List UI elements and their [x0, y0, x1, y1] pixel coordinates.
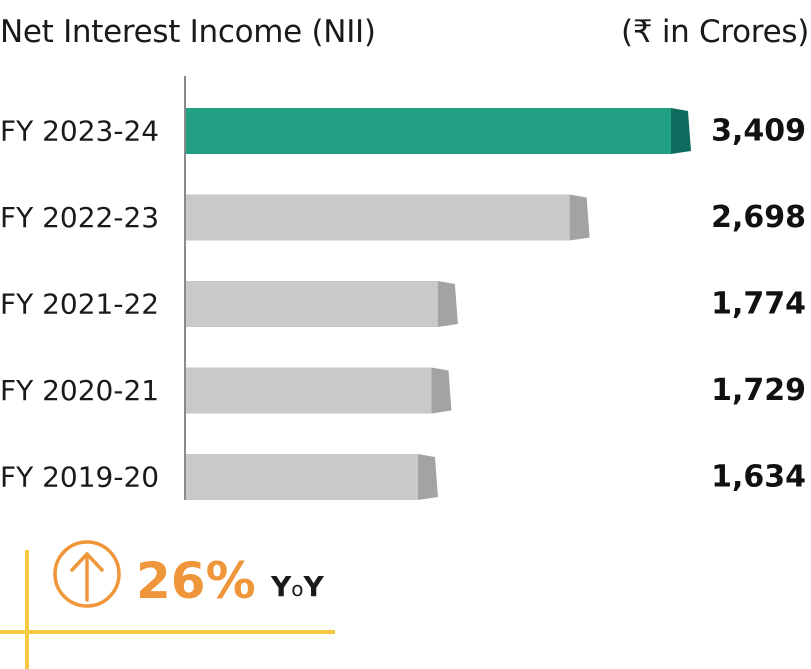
category-label: FY 2022-23 [0, 201, 159, 234]
bar [185, 194, 570, 241]
category-label: FY 2021-22 [0, 288, 159, 321]
yoy-percentage: 26% [136, 552, 256, 610]
value-label: 1,774 [711, 287, 806, 322]
value-label: 1,729 [711, 373, 806, 408]
bar [185, 281, 438, 327]
bar [185, 367, 432, 414]
yoy-label-y2: Y [303, 570, 324, 603]
value-label: 2,698 [711, 200, 806, 235]
bar-end-cap [431, 367, 452, 414]
yoy-label-o: o [291, 577, 304, 601]
bar-end-cap [437, 281, 458, 327]
yoy-label: YoY [271, 570, 324, 603]
category-label: FY 2020-21 [0, 374, 159, 407]
category-label: FY 2023-24 [0, 115, 159, 148]
yoy-callout [0, 540, 335, 669]
nii-bar-chart: FY 2023-24 3,409 FY 2022-23 2,698 FY 2021-22… [0, 76, 806, 500]
yoy-label-y: Y [271, 570, 292, 603]
value-label: 1,634 [711, 460, 806, 495]
bar [185, 108, 671, 154]
up-arrow-icon [53, 540, 121, 608]
chart-unit: (₹ in Crores) [621, 14, 809, 50]
bar-end-cap [671, 108, 691, 154]
bar [185, 454, 418, 500]
value-label: 3,409 [711, 114, 806, 149]
bar-end-cap [569, 194, 590, 241]
category-label: FY 2019-20 [0, 461, 159, 494]
chart-title: Net Interest Income (NII) [0, 14, 376, 50]
bar-end-cap [417, 454, 438, 500]
